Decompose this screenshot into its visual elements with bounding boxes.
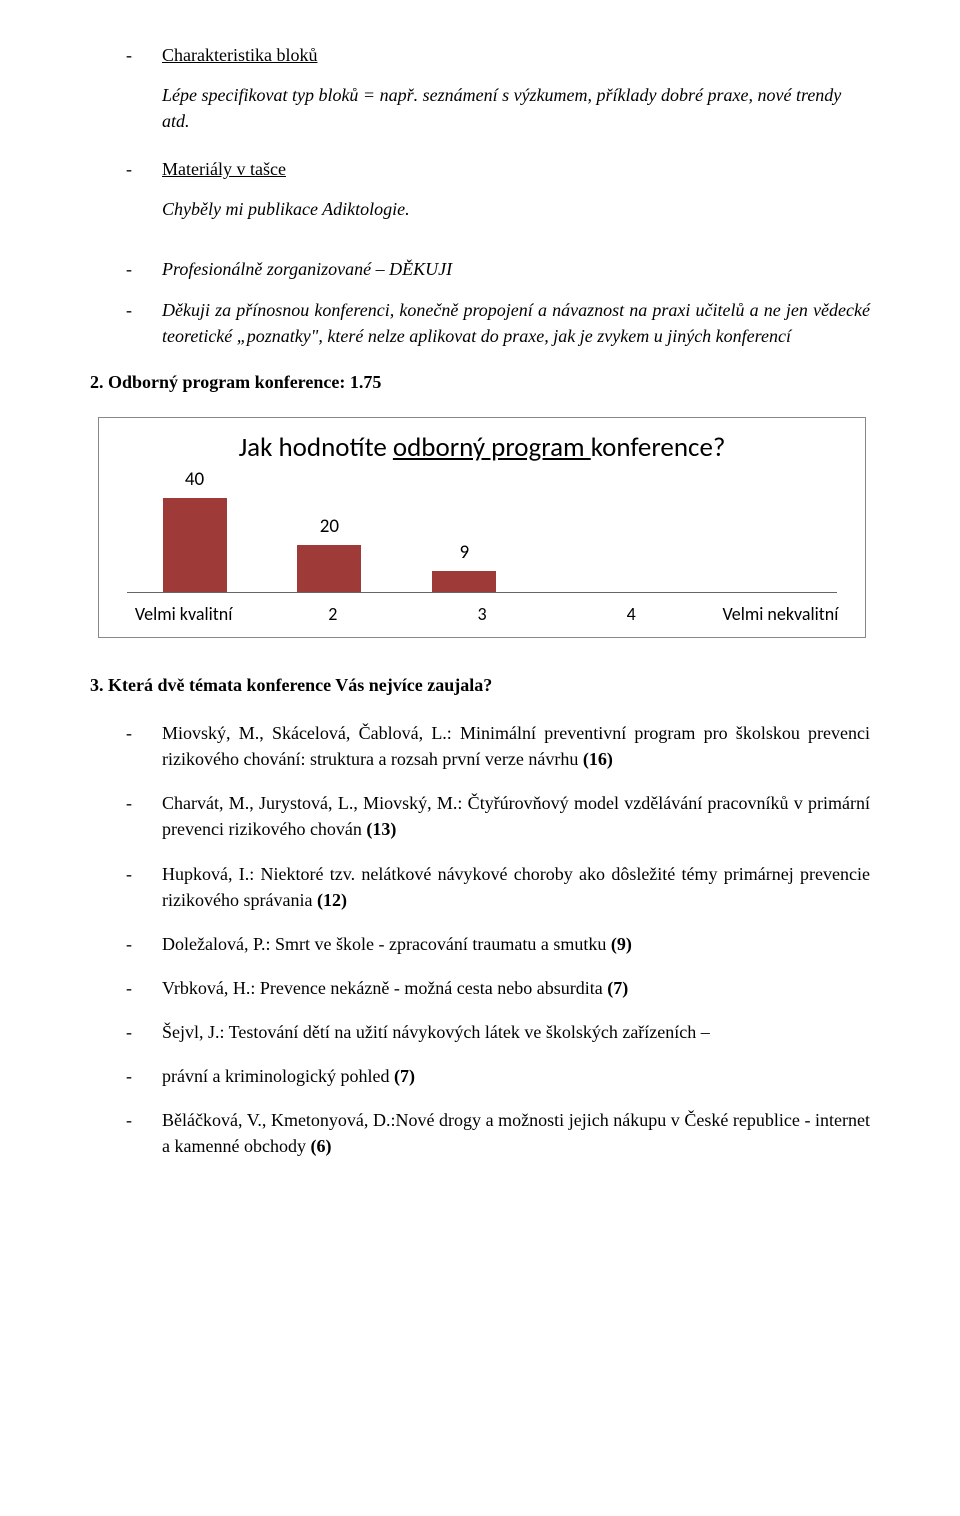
list3-item-5: -Šejvl, J.: Testování dětí na užití návy… xyxy=(90,1019,870,1045)
list1-text-0: Charakteristika bloků xyxy=(162,42,870,68)
list3-count-7: (6) xyxy=(310,1136,331,1156)
chart-title-underline: odborný program xyxy=(393,431,591,464)
list3-item-3: -Doležalová, P.: Smrt ve škole - zpracov… xyxy=(90,931,870,957)
list3-text-1: Charvát, M., Jurystová, L., Miovský, M.:… xyxy=(162,790,870,842)
list3-text-0: Miovský, M., Skácelová, Čablová, L.: Min… xyxy=(162,720,870,772)
section-3-heading: 3. Která dvě témata konference Vás nejví… xyxy=(90,672,870,698)
chart-container: Jak hodnotíte odborný program konference… xyxy=(98,417,866,638)
list3-count-2: (12) xyxy=(317,890,347,910)
list3-count-6: (7) xyxy=(394,1066,415,1086)
chart-plot-area: 40209 xyxy=(127,473,837,593)
chart-axis-label-1: 2 xyxy=(258,601,407,627)
list3-count-0: (16) xyxy=(583,749,613,769)
italic-para-2: Chyběly mi publikace Adiktologie. xyxy=(162,196,870,222)
italic-para-1: Lépe specifikovat typ bloků = např. sezn… xyxy=(162,82,870,134)
list3-item-2: -Hupková, I.: Niektoré tzv. nelátkové ná… xyxy=(90,861,870,913)
list3-item-0: -Miovský, M., Skácelová, Čablová, L.: Mi… xyxy=(90,720,870,772)
list2-text-1: Děkuji za přínosnou konferenci, konečně … xyxy=(162,297,870,349)
list3-count-4: (7) xyxy=(607,978,628,998)
dash-icon: - xyxy=(126,156,162,182)
dash-icon: - xyxy=(126,720,162,772)
chart-bar-label-1: 20 xyxy=(320,513,339,541)
list3-item-6: -právní a kriminologický pohled (7) xyxy=(90,1063,870,1089)
dash-icon: - xyxy=(126,297,162,349)
list2-item-1: - Děkuji za přínosnou konferenci, konečn… xyxy=(90,297,870,349)
list3-text-6: právní a kriminologický pohled (7) xyxy=(162,1063,870,1089)
dash-icon: - xyxy=(126,861,162,913)
chart-bar-2: 9 xyxy=(432,539,496,592)
list3-text-7: Běláčková, V., Kmetonyová, D.:Nové drogy… xyxy=(162,1107,870,1159)
document-page: - Charakteristika bloků Lépe specifikova… xyxy=(0,0,960,1219)
list2-item-0: - Profesionálně zorganizované – DĚKUJI xyxy=(90,256,870,282)
chart-bar-rect-2 xyxy=(432,571,496,592)
section-2-heading: 2. Odborný program konference: 1.75 xyxy=(90,369,870,395)
chart-bar-1: 20 xyxy=(297,513,361,592)
chart-bar-4 xyxy=(702,588,766,592)
dash-icon: - xyxy=(126,1019,162,1045)
list3-count-1: (13) xyxy=(366,819,396,839)
list3-text-3: Doležalová, P.: Smrt ve škole - zpracová… xyxy=(162,931,870,957)
list3-item-4: -Vrbková, H.: Prevence nekázně - možná c… xyxy=(90,975,870,1001)
dash-icon: - xyxy=(126,1107,162,1159)
list3-text-4: Vrbková, H.: Prevence nekázně - možná ce… xyxy=(162,975,870,1001)
list1-item-0: - Charakteristika bloků xyxy=(90,42,870,68)
list2-text-0: Profesionálně zorganizované – DĚKUJI xyxy=(162,256,870,282)
dash-icon: - xyxy=(126,42,162,68)
list3-text-5: Šejvl, J.: Testování dětí na užití návyk… xyxy=(162,1019,870,1045)
dash-icon: - xyxy=(126,931,162,957)
chart-bar-0: 40 xyxy=(163,466,227,592)
dash-icon: - xyxy=(126,256,162,282)
chart-title-prefix: Jak hodnotíte xyxy=(239,431,393,464)
chart-axis-label-3: 4 xyxy=(557,601,706,627)
chart-bar-label-2: 9 xyxy=(459,539,469,567)
chart-bar-rect-0 xyxy=(163,498,227,592)
chart-x-axis: Velmi kvalitní234Velmi nekvalitní xyxy=(109,601,855,627)
list3: -Miovský, M., Skácelová, Čablová, L.: Mi… xyxy=(90,720,870,1159)
chart-title: Jak hodnotíte odborný program konference… xyxy=(99,428,865,467)
chart-bar-rect-1 xyxy=(297,545,361,592)
dash-icon: - xyxy=(126,975,162,1001)
list3-count-3: (9) xyxy=(611,934,632,954)
list3-item-7: -Běláčková, V., Kmetonyová, D.:Nové drog… xyxy=(90,1107,870,1159)
chart-title-suffix: konference? xyxy=(591,431,726,464)
list3-text-2: Hupková, I.: Niektoré tzv. nelátkové náv… xyxy=(162,861,870,913)
chart-axis-label-4: Velmi nekvalitní xyxy=(706,601,855,627)
dash-icon: - xyxy=(126,1063,162,1089)
chart-bar-3 xyxy=(567,588,631,592)
list1-item-1: - Materiály v tašce xyxy=(90,156,870,182)
dash-icon: - xyxy=(126,790,162,842)
chart-axis-label-0: Velmi kvalitní xyxy=(109,601,258,627)
chart-bar-label-0: 40 xyxy=(185,466,204,494)
list3-item-1: -Charvát, M., Jurystová, L., Miovský, M.… xyxy=(90,790,870,842)
chart-axis-label-2: 3 xyxy=(407,601,556,627)
list1-text-1: Materiály v tašce xyxy=(162,156,870,182)
